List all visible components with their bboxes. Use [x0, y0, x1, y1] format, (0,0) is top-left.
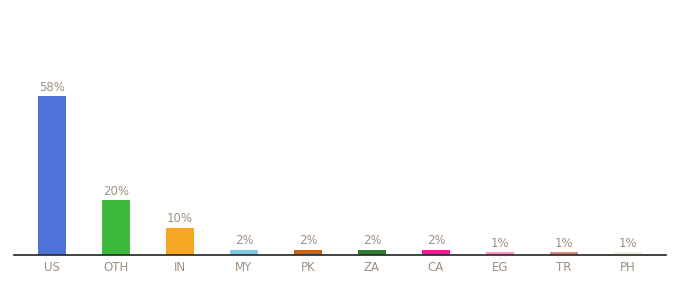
Bar [358, 250, 386, 255]
Text: 2%: 2% [299, 234, 318, 247]
Bar [166, 228, 194, 255]
Bar [422, 250, 450, 255]
Text: 2%: 2% [426, 234, 445, 247]
Text: 10%: 10% [167, 212, 193, 225]
Bar [613, 252, 643, 255]
Text: 1%: 1% [555, 237, 573, 250]
Text: 1%: 1% [491, 237, 509, 250]
Bar [37, 96, 67, 255]
Bar [486, 252, 514, 255]
Bar [549, 252, 579, 255]
Bar [230, 250, 258, 255]
Text: 1%: 1% [619, 237, 637, 250]
Text: 2%: 2% [362, 234, 381, 247]
Text: 2%: 2% [235, 234, 254, 247]
Text: 20%: 20% [103, 185, 129, 198]
Bar [101, 200, 131, 255]
Bar [294, 250, 322, 255]
Text: 58%: 58% [39, 81, 65, 94]
